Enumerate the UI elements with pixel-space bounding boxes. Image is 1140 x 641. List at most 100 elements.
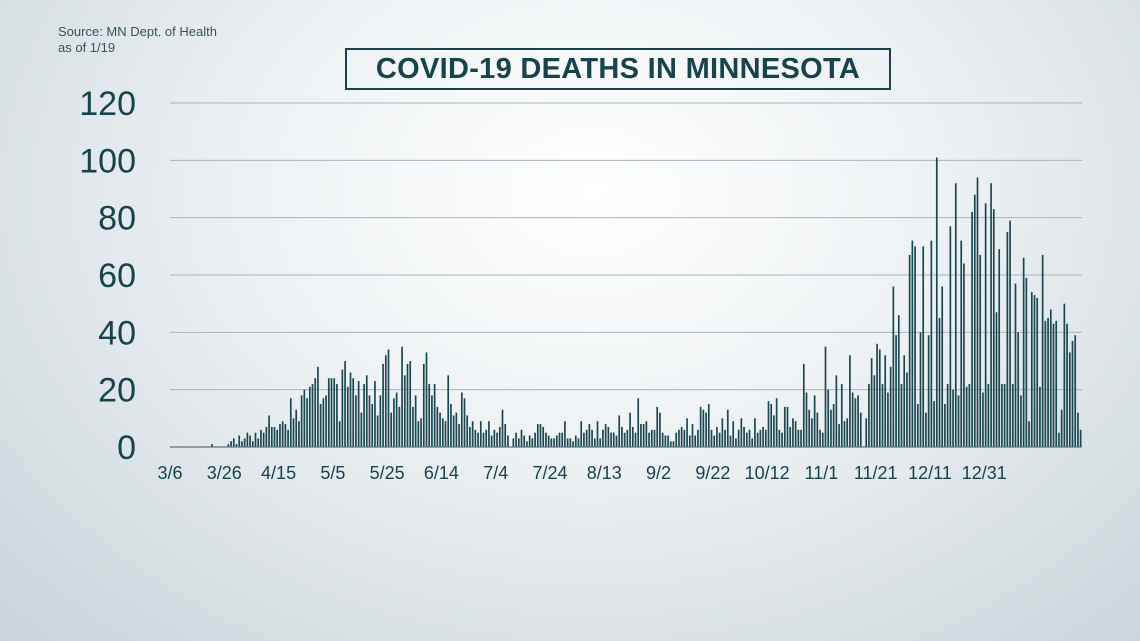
bar: [1049, 309, 1052, 447]
bar: [336, 383, 338, 447]
bar: [778, 429, 781, 447]
bar: [927, 335, 930, 447]
bar: [466, 415, 469, 447]
bar: [471, 421, 474, 447]
bar: [376, 415, 379, 447]
bar: [474, 429, 477, 447]
bar: [876, 343, 878, 447]
bar: [669, 441, 672, 447]
bar: [414, 395, 417, 447]
bar: [816, 412, 819, 447]
bar: [281, 421, 284, 447]
bar: [754, 418, 756, 447]
bar: [1006, 232, 1009, 447]
bar: [273, 426, 276, 447]
bar: [482, 432, 485, 447]
bar: [949, 226, 952, 447]
bar: [577, 438, 580, 447]
bar: [382, 363, 384, 447]
bar: [699, 406, 702, 447]
bar: [631, 426, 634, 447]
bar: [610, 432, 612, 447]
bar: [892, 286, 895, 447]
bar: [729, 435, 732, 447]
bar: [900, 383, 903, 447]
bar: [615, 435, 618, 447]
bar: [493, 429, 496, 447]
bar: [230, 441, 232, 447]
bar: [710, 429, 713, 447]
bar: [683, 429, 686, 447]
bar: [1052, 323, 1055, 447]
bar: [460, 392, 463, 447]
bar: [903, 355, 906, 447]
bar: [517, 438, 520, 447]
bar: [450, 404, 452, 447]
bar: [515, 432, 517, 447]
bar: [1020, 395, 1022, 447]
bar: [257, 438, 260, 447]
bar: [357, 381, 360, 447]
bar: [1055, 320, 1058, 447]
bar: [558, 432, 561, 447]
bar: [398, 406, 401, 447]
bar: [721, 418, 724, 447]
bar: [596, 421, 599, 447]
bar: [455, 412, 458, 447]
source-line: Source: MN Dept. of Health: [58, 24, 217, 39]
bar: [707, 404, 710, 447]
bar: [629, 412, 631, 447]
bar: [534, 432, 536, 447]
bar: [317, 366, 319, 447]
bar: [268, 415, 270, 447]
y-tick-label: 100: [79, 142, 136, 180]
bar: [770, 404, 773, 447]
bar: [992, 209, 995, 447]
bar: [1009, 220, 1011, 447]
bar: [602, 429, 604, 447]
x-tick-label: 7/4: [483, 463, 508, 483]
bar: [371, 404, 374, 447]
bar: [656, 406, 659, 447]
x-tick-label: 3/26: [207, 463, 242, 483]
bar: [417, 421, 420, 447]
bar: [298, 421, 300, 447]
bar: [808, 409, 811, 447]
bar: [333, 378, 336, 447]
bar: [308, 386, 311, 447]
bar: [572, 441, 574, 447]
bar: [645, 421, 648, 447]
bar: [441, 418, 444, 447]
bar: [759, 429, 762, 447]
bar: [702, 409, 705, 447]
bar: [832, 404, 835, 447]
source-note: Source: MN Dept. of Health as of 1/19: [58, 24, 217, 56]
bar: [908, 254, 911, 447]
bar: [897, 315, 900, 447]
chart-title: COVID-19 DEATHS IN MINNESOTA: [345, 48, 891, 90]
bar: [835, 375, 838, 447]
bar: [751, 438, 754, 447]
y-tick-label: 60: [98, 257, 136, 295]
bar: [884, 355, 887, 447]
bar: [428, 383, 431, 447]
bar: [659, 412, 661, 447]
bar: [243, 438, 246, 447]
bar: [973, 194, 976, 447]
bar: [694, 435, 697, 447]
bar: [390, 412, 393, 447]
bar: [531, 438, 534, 447]
y-axis-ticks: 0 20 40 60 80 100 120: [79, 85, 136, 467]
bar: [935, 157, 938, 447]
bar: [637, 398, 640, 447]
bar: [314, 378, 317, 447]
bar: [401, 346, 403, 447]
bar: [1063, 303, 1066, 447]
bar: [591, 429, 593, 447]
bar: [995, 312, 998, 447]
bar: [797, 429, 800, 447]
bar: [1017, 332, 1020, 447]
bar: [463, 398, 466, 447]
bar: [667, 435, 669, 447]
bar: [640, 424, 642, 447]
